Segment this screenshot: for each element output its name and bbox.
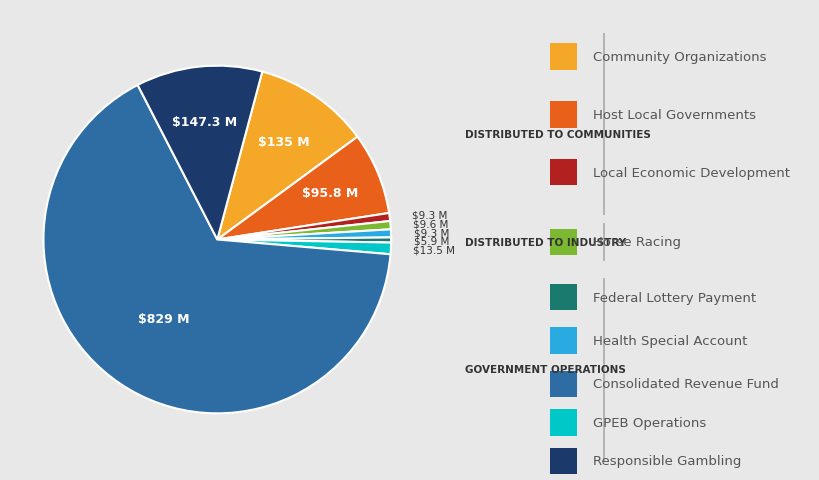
Wedge shape — [217, 240, 391, 255]
Wedge shape — [217, 238, 391, 243]
Wedge shape — [217, 230, 391, 240]
Text: Responsible Gambling: Responsible Gambling — [592, 454, 740, 468]
Bar — [550, 229, 577, 256]
Wedge shape — [217, 72, 357, 240]
Text: GPEB Operations: GPEB Operations — [592, 416, 705, 429]
Text: $5.9 M: $5.9 M — [414, 236, 449, 246]
Wedge shape — [217, 214, 390, 240]
Wedge shape — [217, 222, 391, 240]
Bar — [550, 102, 577, 128]
Text: $9.6 M: $9.6 M — [413, 219, 448, 229]
Text: DISTRIBUTED TO COMMUNITIES: DISTRIBUTED TO COMMUNITIES — [465, 130, 650, 139]
Text: DISTRIBUTED TO INDUSTRY: DISTRIBUTED TO INDUSTRY — [465, 238, 626, 247]
Text: $9.3 M: $9.3 M — [413, 228, 449, 238]
Bar — [550, 284, 577, 311]
Text: $147.3 M: $147.3 M — [172, 116, 237, 129]
Wedge shape — [43, 86, 390, 413]
Text: $829 M: $829 M — [138, 313, 190, 326]
Text: Horse Racing: Horse Racing — [592, 236, 680, 249]
Bar — [550, 328, 577, 354]
Bar — [550, 409, 577, 436]
Text: $9.3 M: $9.3 M — [412, 210, 447, 219]
Text: GOVERNMENT OPERATIONS: GOVERNMENT OPERATIONS — [465, 365, 626, 374]
Bar — [550, 44, 577, 71]
Text: Federal Lottery Payment: Federal Lottery Payment — [592, 291, 755, 304]
Wedge shape — [217, 137, 389, 240]
Text: Community Organizations: Community Organizations — [592, 51, 765, 64]
Bar — [550, 159, 577, 186]
Text: Host Local Governments: Host Local Governments — [592, 108, 754, 122]
Bar — [550, 371, 577, 397]
Text: $135 M: $135 M — [258, 136, 310, 149]
Bar — [550, 447, 577, 474]
Text: $95.8 M: $95.8 M — [301, 187, 357, 200]
Text: Health Special Account: Health Special Account — [592, 334, 746, 348]
Text: Local Economic Development: Local Economic Development — [592, 166, 789, 180]
Text: Consolidated Revenue Fund: Consolidated Revenue Fund — [592, 377, 777, 391]
Wedge shape — [138, 67, 262, 240]
Text: $13.5 M: $13.5 M — [413, 245, 455, 255]
